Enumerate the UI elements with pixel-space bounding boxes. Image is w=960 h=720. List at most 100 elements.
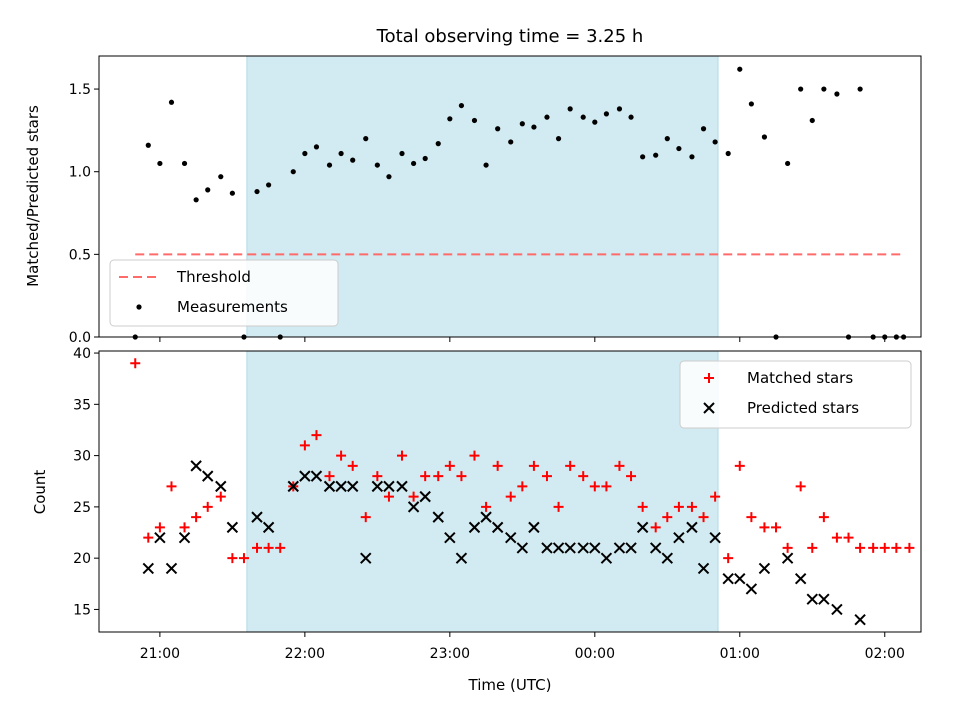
top-data-point <box>399 150 405 157</box>
top-data-point <box>205 187 211 193</box>
bottom-predicted-point <box>142 562 154 575</box>
top-y-tick-label: 0.0 <box>69 330 91 346</box>
top-data-point <box>592 119 598 125</box>
top-data-point <box>798 86 804 92</box>
bottom-predicted-point <box>360 552 372 564</box>
bottom-predicted-point <box>564 542 576 554</box>
bottom-x-tick-label: 22:00 <box>285 646 325 662</box>
chart-title: Total observing time = 3.25 h <box>376 26 644 47</box>
bottom-matched-point <box>505 491 516 502</box>
bottom-matched-point <box>433 471 444 482</box>
top-data-point <box>363 136 369 142</box>
bottom-matched-point <box>166 481 177 492</box>
top-data-point <box>483 162 489 168</box>
bottom-legend-label: Predicted stars <box>747 399 859 417</box>
bottom-matched-point <box>855 542 866 553</box>
top-data-point <box>653 152 659 158</box>
top-data-point <box>290 169 296 175</box>
top-data-point <box>544 114 550 120</box>
top-data-point <box>410 160 417 167</box>
bottom-predicted-point <box>335 480 347 493</box>
bottom-predicted-point <box>432 511 444 523</box>
bottom-predicted-point <box>613 542 626 554</box>
bottom-predicted-point <box>528 521 540 534</box>
bottom-predicted-point <box>794 572 807 585</box>
bottom-matched-point <box>238 553 249 564</box>
bottom-y-tick-label: 40 <box>73 346 91 362</box>
bottom-matched-point <box>553 501 564 512</box>
bottom-predicted-point <box>178 531 191 544</box>
top-data-point <box>555 136 562 142</box>
bottom-x-tick-label: 23:00 <box>430 646 470 662</box>
bottom-matched-point <box>831 532 842 543</box>
top-data-point <box>326 162 333 168</box>
bottom-matched-point <box>589 481 600 492</box>
top-data-point <box>834 91 840 97</box>
top-data-point <box>809 117 815 124</box>
bottom-predicted-point <box>625 542 637 554</box>
top-data-point <box>458 102 465 109</box>
top-data-point <box>821 86 827 92</box>
top-legend-measurement-swatch <box>136 304 142 310</box>
bottom-predicted-point <box>226 521 239 534</box>
top-data-point <box>761 134 768 140</box>
bottom-predicted-point <box>758 562 771 575</box>
bottom-matched-point <box>626 471 637 482</box>
bottom-predicted-point <box>505 531 517 544</box>
bottom-predicted-point <box>215 480 227 493</box>
bottom-predicted-point <box>455 552 468 564</box>
bottom-predicted-point <box>468 521 481 534</box>
bottom-predicted-point <box>686 521 698 534</box>
bottom-predicted-point <box>444 531 456 544</box>
top-data-point <box>700 126 707 132</box>
bottom-matched-point <box>807 542 818 553</box>
bottom-matched-point <box>891 542 902 553</box>
top-legend-label: Threshold <box>176 268 251 286</box>
bottom-predicted-point <box>781 552 794 564</box>
top-data-point <box>302 150 308 157</box>
bottom-matched-point <box>904 542 915 553</box>
bottom-predicted-point <box>541 542 553 554</box>
bottom-predicted-point <box>516 542 529 554</box>
top-data-point <box>266 182 272 188</box>
bottom-x-tick-label: 00:00 <box>575 646 615 662</box>
bottom-matched-point <box>456 471 467 482</box>
top-legend <box>109 259 339 327</box>
bottom-matched-point <box>215 491 226 502</box>
bottom-predicted-point <box>806 593 818 605</box>
bottom-predicted-point <box>396 480 408 493</box>
bottom-matched-point <box>541 471 552 482</box>
bottom-predicted-point <box>310 470 323 482</box>
bottom-y-tick-label: 35 <box>73 397 91 413</box>
bottom-predicted-point <box>818 593 830 605</box>
bottom-matched-point <box>227 553 238 564</box>
bottom-matched-point <box>710 491 721 502</box>
bottom-matched-point <box>650 522 661 533</box>
bottom-predicted-point <box>854 613 866 626</box>
bottom-predicted-point <box>299 470 311 482</box>
bottom-panel: 15 20 25 30 35 40 21:00 22:00 23:00 00:00 01:00 02:… <box>73 346 922 662</box>
bottom-y-tick-label: 25 <box>73 500 91 516</box>
bottom-predicted-point <box>383 480 395 493</box>
bottom-predicted-point <box>419 490 431 503</box>
bottom-matched-point <box>528 460 539 471</box>
top-data-point <box>676 145 682 152</box>
bottom-matched-point <box>614 460 625 471</box>
top-data-point <box>567 106 573 112</box>
bottom-legend-matched-swatch <box>704 373 714 383</box>
top-data-point <box>181 160 188 167</box>
bottom-matched-point <box>868 542 879 553</box>
bottom-matched-point <box>324 471 335 482</box>
x-axis-label: Time (UTC) <box>468 676 552 694</box>
bottom-predicted-point <box>661 552 674 564</box>
bottom-y-tick-label: 30 <box>73 449 91 465</box>
bottom-matched-point <box>818 512 829 523</box>
bottom-predicted-point <box>673 531 685 544</box>
top-data-point <box>628 114 634 120</box>
bottom-predicted-point <box>480 511 492 523</box>
bottom-matched-point <box>263 542 274 553</box>
top-data-point <box>145 142 151 148</box>
top-data-point <box>580 114 586 120</box>
bottom-x-tick-label: 21:00 <box>140 646 180 662</box>
